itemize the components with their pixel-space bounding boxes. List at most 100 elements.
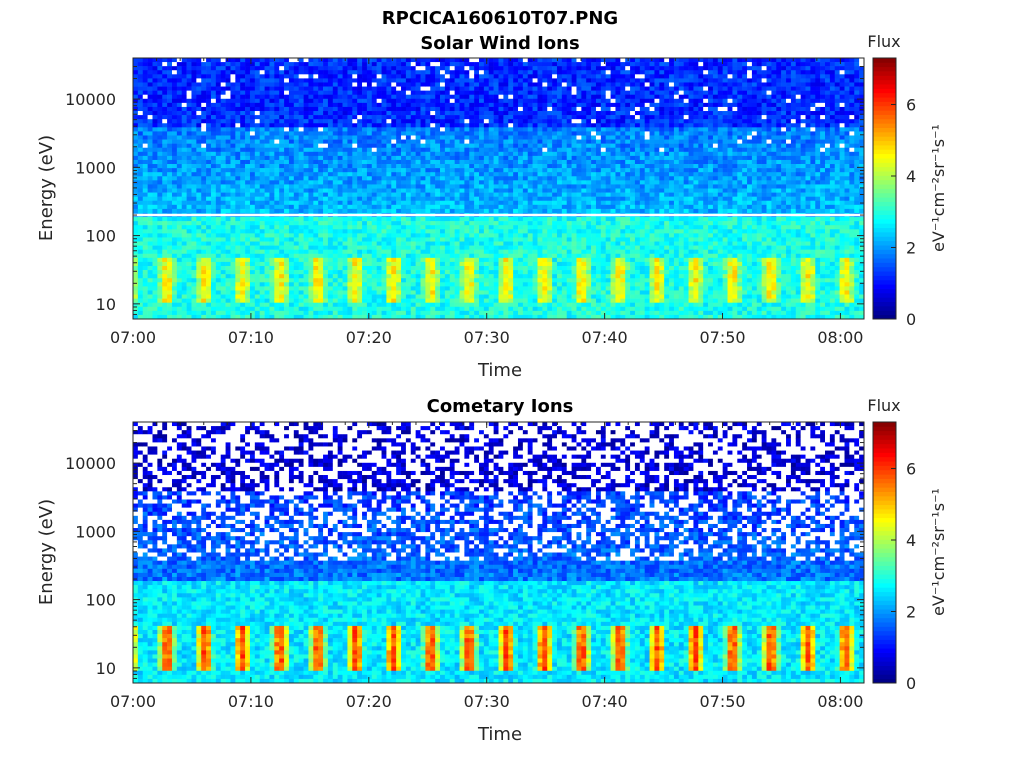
heatmap-cell	[206, 286, 212, 291]
heatmap-cell	[366, 261, 373, 267]
heatmap-cell	[215, 249, 222, 255]
heatmap-cell	[230, 70, 236, 75]
heatmap-cell	[444, 294, 451, 299]
heatmap-cell	[254, 274, 260, 279]
heatmap-cell	[308, 102, 314, 108]
heatmap-cell	[503, 184, 509, 189]
heatmap-cell	[137, 127, 144, 132]
heatmap-cell	[245, 90, 251, 96]
heatmap-cell	[313, 302, 319, 308]
heatmap-cell	[391, 62, 397, 67]
heatmap-cell	[142, 217, 148, 222]
heatmap-cell	[245, 204, 251, 210]
heatmap-cell	[259, 106, 265, 112]
heatmap-cell	[386, 176, 392, 181]
heatmap-cell	[288, 102, 295, 108]
heatmap-cell	[444, 237, 451, 242]
heatmap-cell	[206, 94, 212, 100]
heatmap-cell	[503, 302, 509, 308]
heatmap-cell	[415, 306, 421, 312]
heatmap-cell	[503, 306, 509, 312]
heatmap-cell	[240, 102, 246, 108]
heatmap-cell	[288, 204, 295, 210]
heatmap-cell	[293, 127, 299, 132]
heatmap-cell	[269, 127, 275, 132]
heatmap-cell	[464, 102, 470, 108]
heatmap-cell	[440, 278, 446, 283]
heatmap-cell	[133, 265, 139, 271]
heatmap-cell	[371, 180, 377, 185]
heatmap-cell	[410, 115, 416, 120]
heatmap-cell	[381, 119, 387, 124]
heatmap-cell	[152, 306, 158, 312]
heatmap-cell	[347, 200, 353, 206]
heatmap-cell	[318, 62, 324, 67]
heatmap-cell	[274, 221, 280, 226]
heatmap-cell	[410, 164, 416, 169]
heatmap-cell	[342, 90, 348, 96]
heatmap-cell	[269, 274, 275, 279]
heatmap-cell	[259, 261, 265, 267]
heatmap-cell	[206, 127, 212, 132]
heatmap-cell	[176, 168, 183, 173]
heatmap-cell	[420, 192, 426, 197]
heatmap-cell	[196, 62, 202, 67]
heatmap-cell	[386, 298, 392, 303]
heatmap-cell	[357, 274, 363, 279]
heatmap-cell	[298, 200, 304, 206]
heatmap-cell	[157, 66, 163, 71]
heatmap-cell	[264, 229, 270, 234]
heatmap-cell	[371, 286, 377, 291]
heatmap-cell	[298, 278, 304, 283]
heatmap-cell	[264, 123, 270, 128]
heatmap-cell	[337, 90, 343, 96]
heatmap-cell	[210, 58, 217, 63]
heatmap-cell	[181, 172, 187, 177]
heatmap-cell	[401, 151, 407, 157]
heatmap-cell	[464, 98, 470, 104]
heatmap-cell	[142, 123, 148, 128]
heatmap-cell	[410, 192, 416, 197]
heatmap-cell	[264, 188, 270, 193]
heatmap-cell	[420, 82, 426, 87]
heatmap-cell	[196, 237, 202, 242]
heatmap-cell	[479, 314, 485, 320]
heatmap-cell	[274, 155, 280, 161]
heatmap-cell	[454, 237, 460, 242]
heatmap-cell	[323, 310, 329, 316]
heatmap-cell	[323, 159, 329, 165]
heatmap-cells	[133, 58, 865, 320]
heatmap-cell	[259, 90, 265, 96]
heatmap-cell	[142, 278, 148, 283]
heatmap-cell	[454, 111, 460, 116]
heatmap-cell	[201, 102, 207, 108]
heatmap-cell	[201, 278, 207, 283]
heatmap-cell	[318, 86, 324, 91]
heatmap-cell	[371, 70, 377, 75]
heatmap-cell	[318, 164, 324, 169]
heatmap-cell	[366, 58, 373, 63]
heatmap-cell	[449, 151, 455, 157]
heatmap-cell	[196, 143, 202, 149]
heatmap-cell	[162, 245, 168, 250]
heatmap-cell	[303, 94, 309, 100]
heatmap-cell	[386, 78, 392, 83]
heatmap-cell	[332, 111, 338, 116]
heatmap-cell	[176, 180, 183, 185]
heatmap-cell	[171, 168, 178, 173]
heatmap-cell	[240, 151, 246, 157]
heatmap-cell	[498, 310, 504, 316]
heatmap-cell	[215, 237, 222, 242]
heatmap-cell	[176, 274, 183, 279]
heatmap-cell	[225, 180, 231, 185]
heatmap-cell	[327, 90, 334, 96]
heatmap-cell	[342, 208, 348, 214]
heatmap-cell	[210, 151, 217, 157]
heatmap-cell	[191, 298, 197, 303]
heatmap-cell	[142, 131, 148, 136]
heatmap-cell	[259, 294, 265, 299]
heatmap-cell	[474, 180, 480, 185]
heatmap-cell	[186, 237, 192, 242]
heatmap-cell	[210, 241, 217, 246]
heatmap-cell	[449, 286, 455, 291]
